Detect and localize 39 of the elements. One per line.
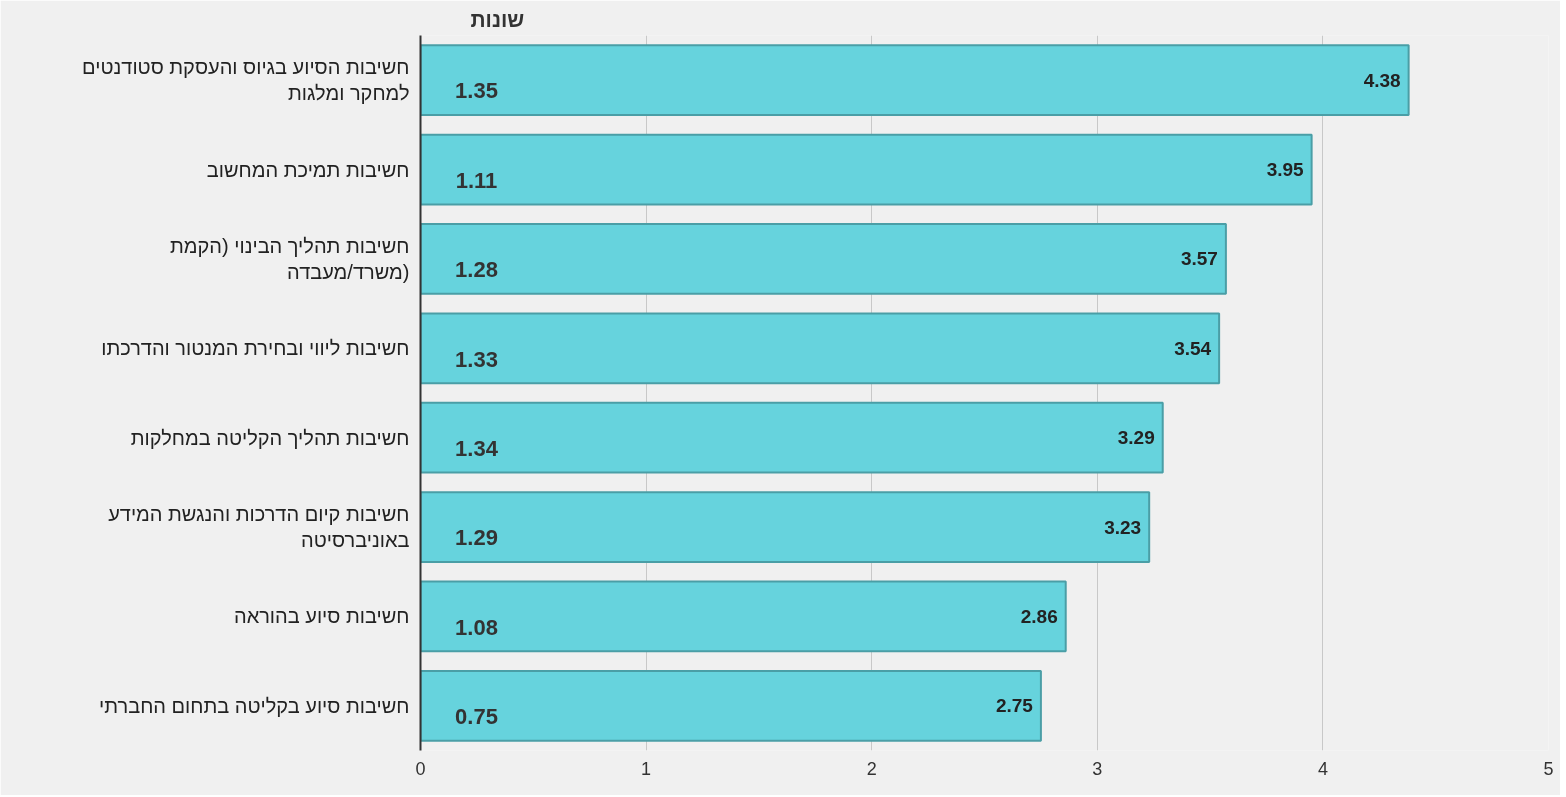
x-tick-label: 1 — [641, 758, 652, 779]
annotation: 1.33 — [455, 346, 498, 372]
bar — [420, 133, 1313, 206]
y-tick-label: חשיבות הסיוע בגיוס והעסקת סטודנטים למחקר ומלגות — [82, 55, 410, 105]
bar — [420, 223, 1227, 295]
annotation: 1.34 — [455, 435, 499, 461]
y-tick-label: חשיבות תהליך הקליטה במחלקות — [130, 426, 410, 449]
annotation: 0.75 — [455, 704, 498, 730]
text: שונות — [470, 7, 525, 31]
bar — [420, 44, 1410, 117]
data-label: 4.38 — [1363, 69, 1401, 91]
y-tick-label: חשיבות ליווי ובחירת המנטור והדרכתו — [101, 337, 410, 360]
x-tick-label: 5 — [1543, 758, 1554, 779]
bar — [420, 491, 1151, 563]
y-tick-label: חשיבות קיום הדרכות והנגשת המידע באוניברסיטה — [108, 502, 410, 552]
x-tick-label: 3 — [1092, 758, 1103, 779]
bar — [420, 580, 1067, 653]
annotation: 1.29 — [455, 525, 498, 551]
annotation: 1.08 — [455, 614, 498, 640]
bar — [420, 312, 1221, 385]
y-tick-label: חשיבות סיוע בקליטה בתחום החברתי — [99, 694, 410, 717]
data-label: 2.75 — [995, 695, 1034, 717]
data-label: 3.95 — [1266, 159, 1305, 181]
annotation: 1.11 — [455, 167, 498, 193]
x-tick-label: 0 — [415, 758, 426, 779]
annotation: 1.35 — [455, 78, 498, 104]
bar — [420, 401, 1164, 474]
y-tick-label: חשיבות תמיכת המחשוב — [206, 158, 410, 181]
annotation: 1.28 — [455, 257, 498, 283]
data-label: 3.29 — [1117, 427, 1155, 449]
x-tick-label: 2 — [866, 758, 877, 779]
x-tick-label: 4 — [1317, 758, 1328, 779]
y-tick-label: חשיבות סיוע בהוראה — [233, 605, 410, 628]
y-tick-label: חשיבות תהליך הבינוי (הקמת משרד/מעבדה) — [170, 234, 410, 284]
data-label: 3.54 — [1174, 337, 1212, 359]
data-label: 2.86 — [1020, 605, 1058, 627]
data-label: 3.23 — [1104, 516, 1142, 538]
data-label: 3.57 — [1180, 248, 1218, 270]
bar — [420, 669, 1042, 742]
